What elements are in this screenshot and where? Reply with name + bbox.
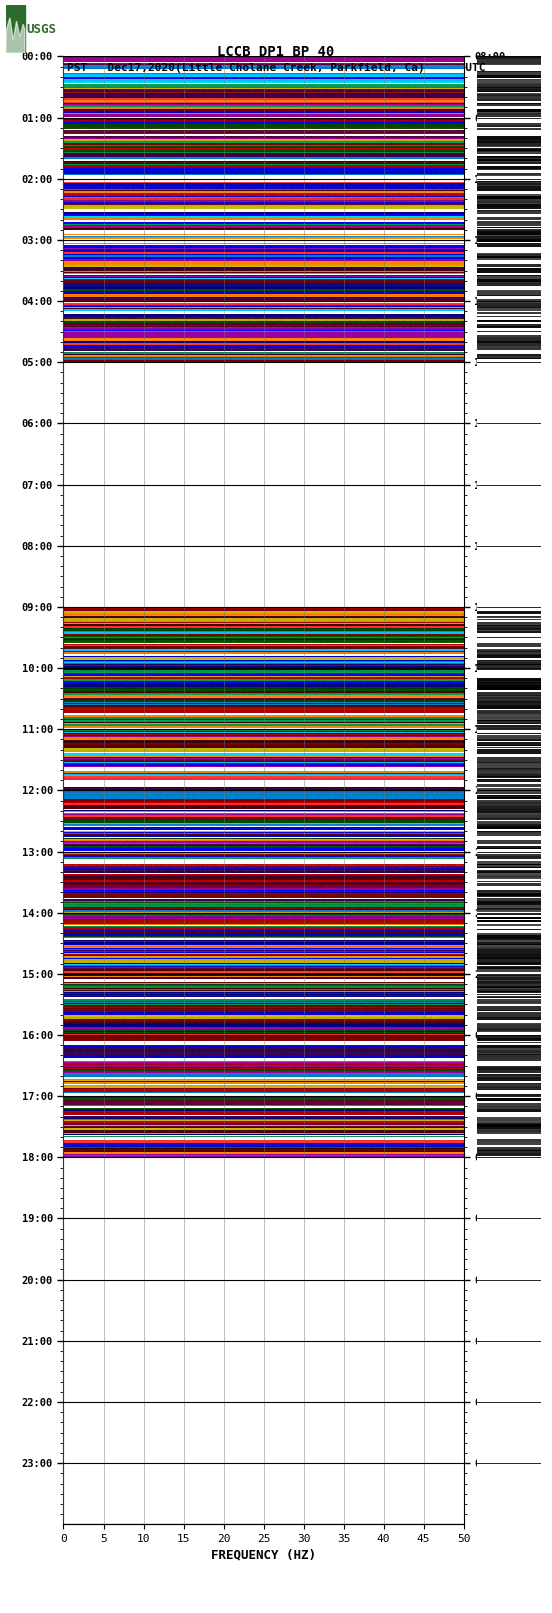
Polygon shape	[6, 18, 25, 53]
Text: PST   Dec17,2020(Little Cholane Creek, Parkfield, Ca)      UTC: PST Dec17,2020(Little Cholane Creek, Par…	[67, 63, 485, 73]
Text: LCCB DP1 BP 40: LCCB DP1 BP 40	[217, 45, 335, 60]
Bar	[6, 5, 25, 53]
Text: USGS: USGS	[26, 23, 56, 35]
X-axis label: FREQUENCY (HZ): FREQUENCY (HZ)	[211, 1548, 316, 1561]
